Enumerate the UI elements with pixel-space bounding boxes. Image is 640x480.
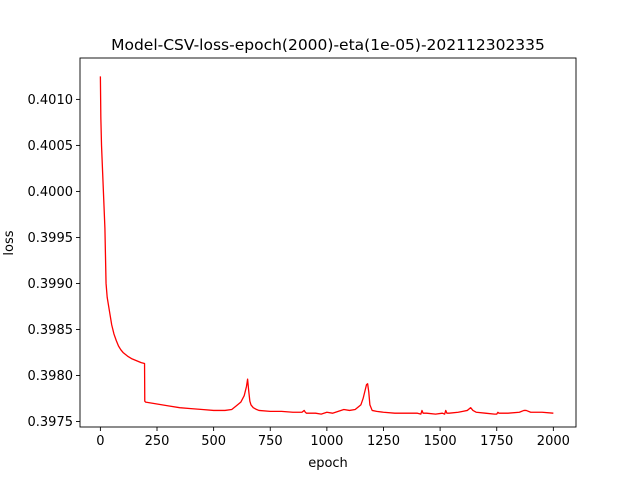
chart-title: Model-CSV-loss-epoch(2000)-eta(1e-05)-20… — [111, 36, 545, 54]
plot-frame — [79, 57, 577, 428]
y-tick-label: 0.4005 — [28, 139, 74, 154]
x-tick-label: 750 — [258, 434, 283, 449]
y-axis-label: loss — [2, 230, 17, 255]
x-tick-label: 1500 — [424, 434, 457, 449]
y-tick-label: 0.3975 — [28, 415, 74, 430]
x-tick-label: 1750 — [480, 434, 513, 449]
loss-series-line — [99, 76, 554, 415]
x-tick-label: 2000 — [537, 434, 570, 449]
y-tick-label: 0.3990 — [28, 277, 74, 292]
y-tick-label: 0.4000 — [28, 185, 74, 200]
x-tick-label: 250 — [145, 434, 170, 449]
y-tick-label: 0.4010 — [28, 93, 74, 108]
x-tick-label: 0 — [96, 434, 104, 449]
x-tick-label: 1250 — [367, 434, 400, 449]
plot-area — [80, 58, 576, 427]
x-axis: 0 250 500 750 1000 1250 1500 1750 2000 — [96, 427, 570, 449]
y-axis: 0.3975 0.3980 0.3985 0.3990 0.3995 0.4000 0.40… — [28, 93, 80, 430]
y-tick-label: 0.3995 — [28, 231, 74, 246]
y-tick-label: 0.3985 — [28, 323, 74, 338]
x-tick-label: 500 — [201, 434, 226, 449]
y-tick-label: 0.3980 — [28, 369, 74, 384]
x-tick-label: 1000 — [310, 434, 343, 449]
x-axis-label: epoch — [308, 456, 348, 471]
